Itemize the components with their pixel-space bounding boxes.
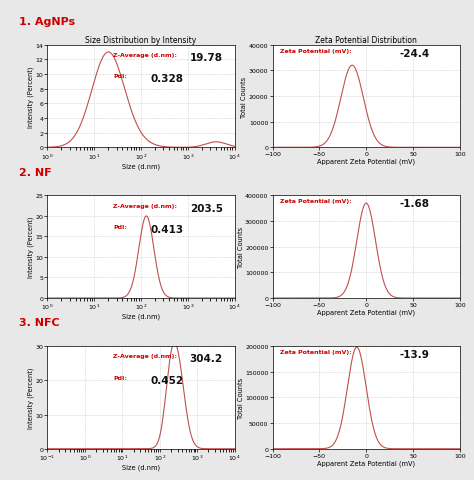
Y-axis label: Intensity (Percent): Intensity (Percent)	[27, 367, 34, 428]
X-axis label: Size (d.nm): Size (d.nm)	[122, 313, 160, 320]
Text: Z-Average (d.nm):: Z-Average (d.nm):	[113, 203, 177, 208]
Text: -1.68: -1.68	[400, 199, 430, 209]
Text: Z-Average (d.nm):: Z-Average (d.nm):	[113, 354, 177, 359]
Text: 19.78: 19.78	[190, 53, 223, 63]
X-axis label: Size (d.nm): Size (d.nm)	[122, 464, 160, 470]
X-axis label: Size (d.nm): Size (d.nm)	[122, 163, 160, 169]
Text: PdI:: PdI:	[113, 375, 127, 380]
Y-axis label: Total Counts: Total Counts	[237, 377, 244, 418]
X-axis label: Apparent Zeta Potential (mV): Apparent Zeta Potential (mV)	[317, 309, 415, 315]
Text: -24.4: -24.4	[400, 48, 430, 59]
Text: 1. AgNPs: 1. AgNPs	[19, 17, 75, 27]
Text: 203.5: 203.5	[190, 203, 223, 213]
Y-axis label: Intensity (Percent): Intensity (Percent)	[27, 216, 34, 278]
Text: 2. NF: 2. NF	[19, 167, 52, 177]
Text: 304.2: 304.2	[190, 354, 223, 363]
Title: Zeta Potential Distribution: Zeta Potential Distribution	[315, 36, 417, 45]
Text: 0.328: 0.328	[150, 74, 183, 84]
Text: PdI:: PdI:	[113, 225, 127, 229]
Y-axis label: Total Counts: Total Counts	[237, 227, 244, 268]
Text: Zeta Potential (mV):: Zeta Potential (mV):	[280, 48, 352, 54]
Text: PdI:: PdI:	[113, 74, 127, 79]
Y-axis label: Total Counts: Total Counts	[241, 76, 247, 117]
Text: 3. NFC: 3. NFC	[19, 318, 60, 327]
Text: Zeta Potential (mV):: Zeta Potential (mV):	[280, 199, 352, 204]
Y-axis label: Intensity (Percent): Intensity (Percent)	[27, 66, 34, 128]
Text: 0.413: 0.413	[150, 225, 183, 235]
Title: Size Distribution by Intensity: Size Distribution by Intensity	[85, 36, 197, 45]
X-axis label: Apparent Zeta Potential (mV): Apparent Zeta Potential (mV)	[317, 158, 415, 165]
Text: Z-Average (d.nm):: Z-Average (d.nm):	[113, 53, 177, 58]
Text: -13.9: -13.9	[400, 349, 430, 360]
Text: Zeta Potential (mV):: Zeta Potential (mV):	[280, 349, 352, 354]
X-axis label: Apparent Zeta Potential (mV): Apparent Zeta Potential (mV)	[317, 459, 415, 466]
Text: 0.452: 0.452	[150, 375, 183, 385]
